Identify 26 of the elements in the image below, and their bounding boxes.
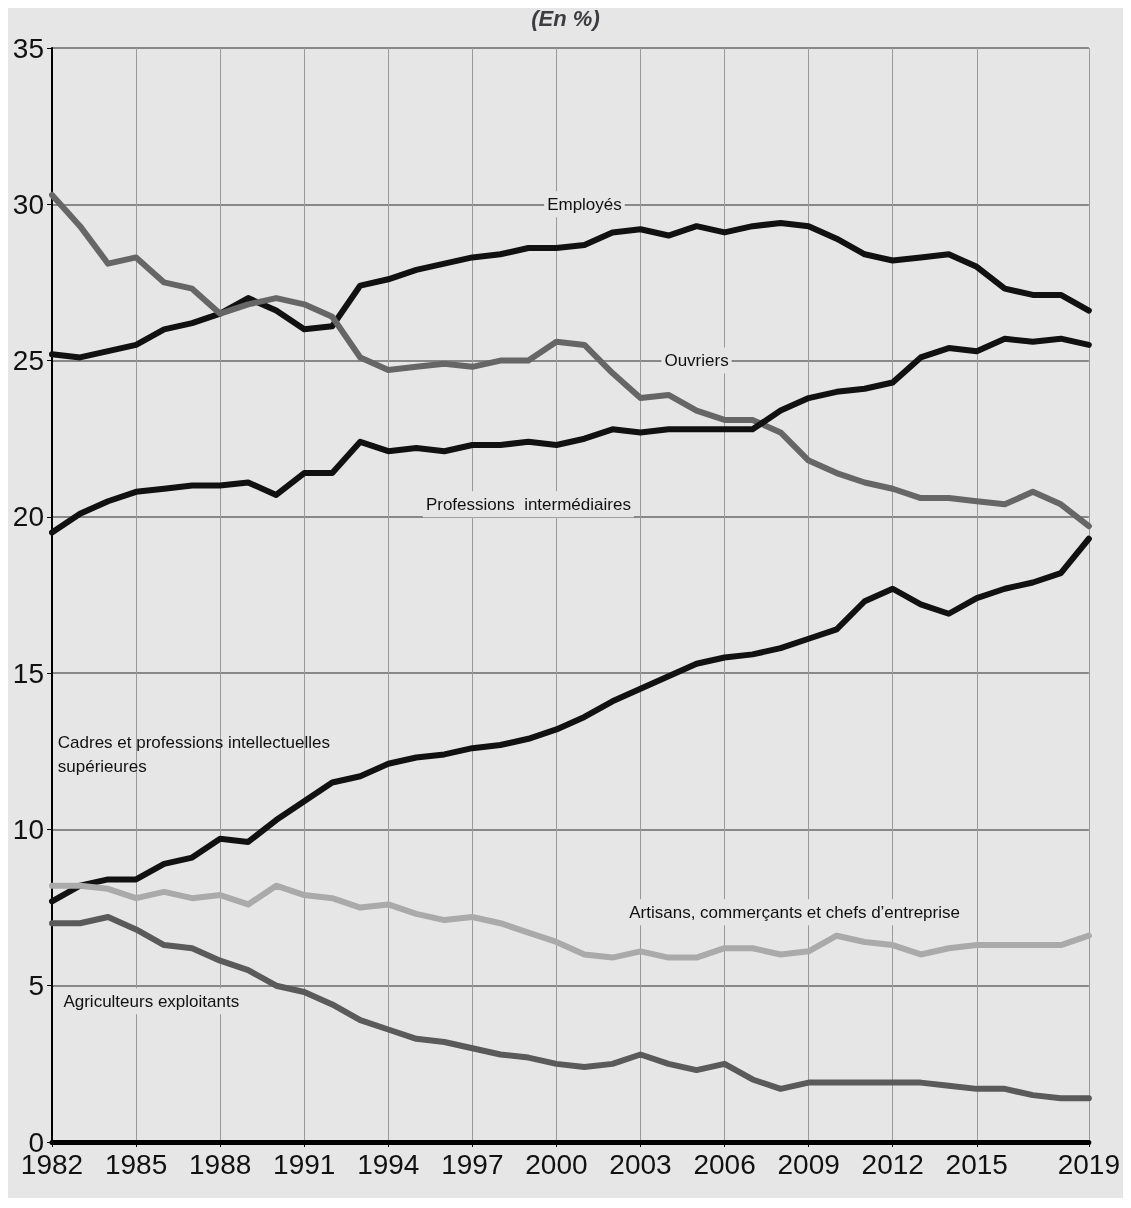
x-tick-label: 2006 bbox=[693, 1148, 756, 1180]
x-tick-label: 1991 bbox=[273, 1148, 336, 1180]
y-tick-label: 30 bbox=[12, 188, 44, 220]
x-tick-label: 1988 bbox=[188, 1148, 252, 1180]
x-tick-label: 1997 bbox=[441, 1148, 504, 1180]
x-tick-label: 2009 bbox=[777, 1148, 840, 1180]
y-tick-label: 25 bbox=[12, 345, 44, 377]
series-label: Artisans, commerçants et chefs d’entreprise bbox=[629, 902, 960, 922]
x-tick-label: 2012 bbox=[861, 1148, 924, 1180]
series-label: Ouvriers bbox=[664, 351, 729, 371]
x-tick-label: 2003 bbox=[609, 1148, 672, 1180]
y-tick-label: 35 bbox=[12, 32, 44, 64]
x-tick-label: 2019 bbox=[1057, 1148, 1120, 1180]
series-label: Employés bbox=[547, 194, 622, 214]
x-tick-label: 2015 bbox=[945, 1148, 1008, 1180]
series-label: Agriculteurs exploitants bbox=[63, 991, 240, 1011]
x-tick-label: 2000 bbox=[525, 1148, 588, 1180]
x-tick-label: 1994 bbox=[357, 1148, 420, 1180]
y-tick-label: 10 bbox=[12, 813, 44, 845]
chart-title: (En %) bbox=[531, 5, 600, 31]
y-tick-label: 15 bbox=[12, 657, 44, 689]
y-tick-label: 20 bbox=[12, 501, 44, 533]
x-tick-label: 1985 bbox=[104, 1148, 168, 1180]
y-tick-label: 5 bbox=[28, 970, 44, 1002]
text: Professions intermédiaires bbox=[425, 494, 631, 514]
series-label: Cadres et professions intellectuelles supérieures bbox=[57, 732, 330, 776]
